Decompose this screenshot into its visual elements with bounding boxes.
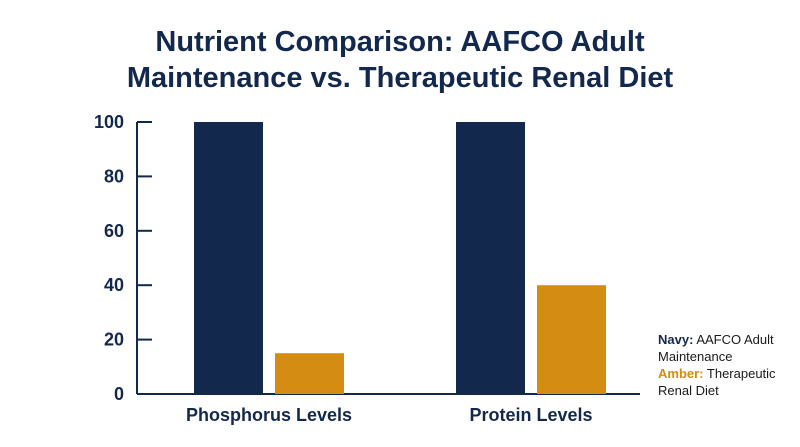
y-tick-label: 80 <box>104 166 124 186</box>
x-category-label: Protein Levels <box>469 405 592 425</box>
legend-key-amber: Amber: <box>658 366 704 381</box>
chart-title-line-1: Nutrient Comparison: AAFCO Adult <box>155 26 645 58</box>
chart-title: Nutrient Comparison: AAFCO Adult Mainten… <box>0 24 800 96</box>
legend-key-navy: Navy: <box>658 332 694 347</box>
y-tick-label: 0 <box>114 384 124 404</box>
y-tick-label: 20 <box>104 330 124 350</box>
legend-label-renal: Therapeutic Renal Diet <box>658 366 776 398</box>
legend-item-renal: Amber: Therapeutic Renal Diet <box>658 365 798 399</box>
y-tick-label: 60 <box>104 221 124 241</box>
legend-item-aafco: Navy: AAFCO Adult Maintenance <box>658 331 798 365</box>
bar <box>275 353 344 394</box>
y-tick-label: 40 <box>104 275 124 295</box>
y-tick-label: 100 <box>94 112 124 132</box>
legend: Navy: AAFCO Adult Maintenance Amber: The… <box>658 331 798 399</box>
x-category-label: Phosphorus Levels <box>186 405 352 425</box>
legend-label-aafco: AAFCO Adult Maintenance <box>658 332 774 364</box>
chart-title-line-2: Maintenance vs. Therapeutic Renal Diet <box>126 62 674 94</box>
bar <box>194 122 263 394</box>
bar <box>456 122 525 394</box>
bar <box>537 285 606 394</box>
